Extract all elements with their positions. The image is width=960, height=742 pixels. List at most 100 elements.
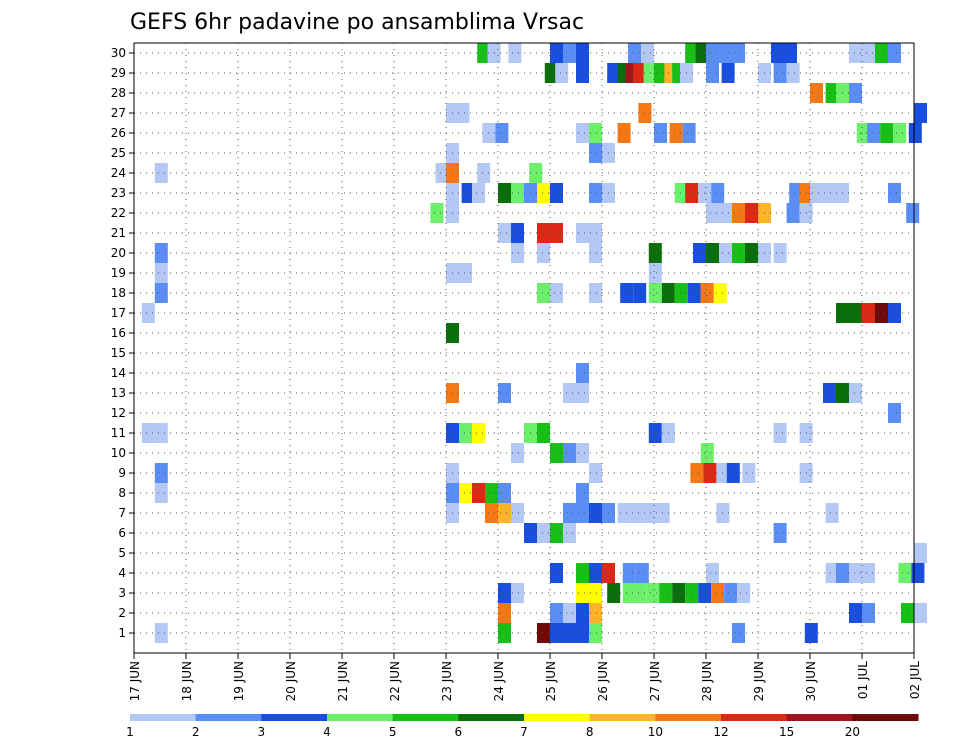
precip-cell [576,563,589,583]
x-tick-label: 20 JUN [284,661,298,701]
precip-cell [485,503,498,523]
precip-cell [849,83,862,103]
plot-frame [133,42,915,654]
x-tick-label: 02 JUL [908,661,922,699]
precip-cell [459,263,472,283]
precip-cell [511,503,524,523]
precip-cell [550,183,563,203]
precip-cell [430,203,444,223]
precip-cell [498,183,511,203]
precip-cell [550,523,563,543]
precip-cell [700,283,714,303]
precip-cell [511,223,524,243]
precip-cell [589,463,602,483]
precip-cell [825,503,839,523]
y-tick-label: 24 [111,166,126,180]
precip-cell [576,443,589,463]
colorbar-label: 2 [192,725,200,739]
y-tick-label: 27 [111,106,126,120]
precip-cell [511,583,524,603]
y-axis: 1234567891011121314151617181920212223242… [111,46,134,640]
y-tick-label: 30 [111,46,126,60]
precip-cell [732,43,745,63]
precip-cell [732,203,745,223]
precip-cell [914,103,927,123]
precip-cell [550,603,563,623]
x-tick-label: 01 JUL [856,661,870,699]
precip-cell [472,183,485,203]
precip-cell [498,483,511,503]
precip-cell [646,583,660,603]
y-tick-label: 23 [111,186,126,200]
y-tick-label: 16 [111,326,126,340]
precip-cell [563,523,576,543]
colorbar-label: 12 [713,725,728,739]
precip-cell [719,43,732,63]
precip-cell [648,243,662,263]
precip-cell [823,383,836,403]
precip-cell [773,423,787,443]
colorbar-label: 7 [520,725,528,739]
precip-cell [563,443,576,463]
precip-cell [693,243,706,263]
precip-cell [477,163,491,183]
precip-cell [456,103,470,123]
precip-cell [825,83,839,103]
precip-cell [589,183,602,203]
precip-cell [771,43,784,63]
precip-cell [435,163,449,183]
precip-cell [674,283,688,303]
cells-layer [141,43,927,643]
precip-cell [498,623,511,643]
precip-cell [875,303,888,323]
y-tick-label: 21 [111,226,126,240]
precip-cell [589,503,602,523]
precip-cell [550,623,563,643]
precip-cell [589,223,602,243]
precip-cell [745,243,758,263]
precip-cell [576,63,589,83]
precip-cell [648,263,662,283]
precip-cell [589,243,602,263]
precip-cell [706,63,719,83]
precip-cell [732,623,745,643]
y-tick-label: 13 [111,386,126,400]
x-tick-label: 29 JUN [752,661,766,701]
precip-cell [784,43,797,63]
precip-cell [804,623,818,643]
x-tick-label: 24 JUN [492,661,506,701]
precip-cell [472,423,485,443]
precip-cell [550,563,563,583]
precip-cell [633,63,647,83]
x-tick-label: 17 JUN [128,661,142,701]
precip-cell [498,583,511,603]
precip-cell [498,603,511,623]
precip-cell [529,163,543,183]
precip-cell [555,63,569,83]
precip-cell [888,43,901,63]
precip-cell [862,563,875,583]
precip-cell [849,383,862,403]
precip-cell [635,563,649,583]
colorbar-label: 10 [648,725,663,739]
precip-cell [706,203,719,223]
precip-cell [589,563,602,583]
precip-cell [154,263,168,283]
precip-cell [880,123,894,143]
precip-cell [154,243,168,263]
colorbar-label: 6 [455,725,463,739]
precip-cell [908,123,922,143]
precip-cell [898,563,912,583]
precip-cell [685,583,699,603]
grid-layer [134,43,914,653]
precip-cell [563,43,576,63]
precip-cell [810,183,823,203]
precip-cell [498,223,511,243]
y-tick-label: 17 [111,306,126,320]
x-tick-label: 25 JUN [544,661,558,701]
precip-cell [719,243,732,263]
precip-cell [706,563,719,583]
precip-cell [537,223,550,243]
precip-cell [724,583,738,603]
